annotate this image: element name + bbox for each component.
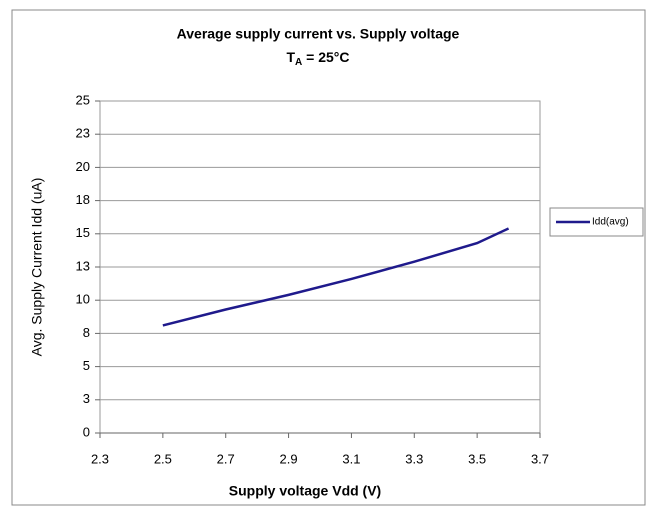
y-tick-label: 13 <box>76 258 90 273</box>
y-tick-label: 5 <box>83 358 90 373</box>
y-tick-label: 8 <box>83 325 90 340</box>
x-tick-label: 2.5 <box>154 451 172 466</box>
y-tick-label: 20 <box>76 159 90 174</box>
legend-label: Idd(avg) <box>592 217 629 228</box>
y-tick-label: 25 <box>76 92 90 107</box>
y-axis-label: Avg. Supply Current Idd (uA) <box>29 178 45 357</box>
x-tick-label: 3.3 <box>405 451 423 466</box>
series-line <box>162 227 510 327</box>
y-tick-label: 0 <box>83 424 90 439</box>
y-tick-label: 18 <box>76 192 90 207</box>
x-tick-label: 3.1 <box>342 451 360 466</box>
x-tick-label: 2.9 <box>280 451 298 466</box>
y-tick-label: 15 <box>76 225 90 240</box>
y-tick-label: 23 <box>76 126 90 141</box>
chart-title: Average supply current vs. Supply voltag… <box>177 26 460 42</box>
x-axis-label: Supply voltage Vdd (V) <box>229 483 381 499</box>
x-tick-label: 3.5 <box>468 451 486 466</box>
y-tick-label: 3 <box>83 391 90 406</box>
x-tick-label: 3.7 <box>531 451 549 466</box>
y-tick-label: 10 <box>76 292 90 307</box>
x-tick-label: 2.7 <box>217 451 235 466</box>
chart-subtitle: TA = 25°C <box>286 49 349 68</box>
x-tick-label: 2.3 <box>91 451 109 466</box>
